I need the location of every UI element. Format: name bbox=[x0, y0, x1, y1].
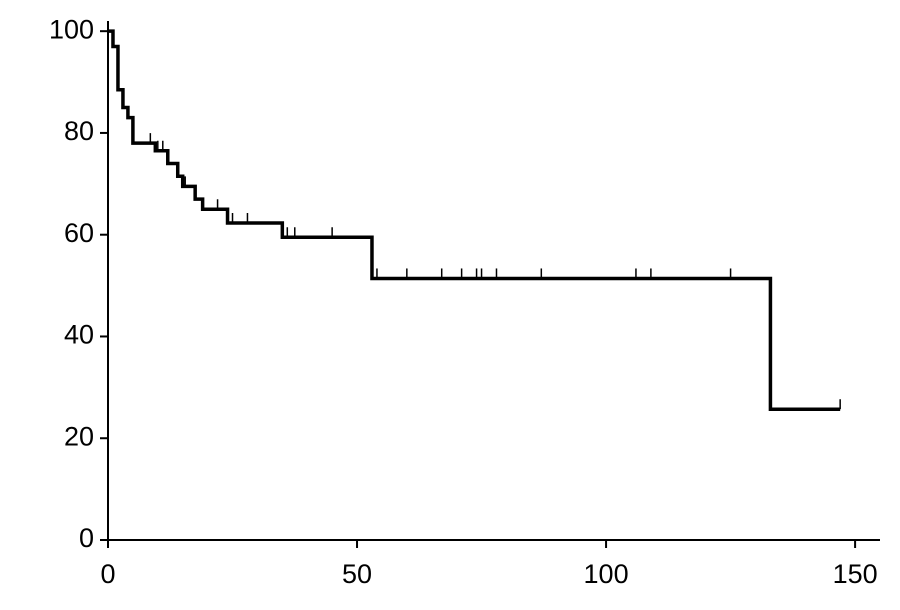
y-tick-label: 40 bbox=[64, 320, 94, 350]
x-tick-label: 100 bbox=[584, 559, 629, 589]
x-tick-label: 50 bbox=[342, 559, 372, 589]
y-tick-label: 0 bbox=[79, 523, 94, 553]
x-tick-label: 150 bbox=[833, 559, 878, 589]
survival-line bbox=[108, 29, 841, 411]
y-tick-label: 60 bbox=[64, 218, 94, 248]
y-tick-label: 20 bbox=[64, 421, 94, 451]
y-tick-label: 100 bbox=[49, 14, 94, 44]
y-tick-label: 80 bbox=[64, 116, 94, 146]
x-tick-label: 0 bbox=[100, 559, 115, 589]
